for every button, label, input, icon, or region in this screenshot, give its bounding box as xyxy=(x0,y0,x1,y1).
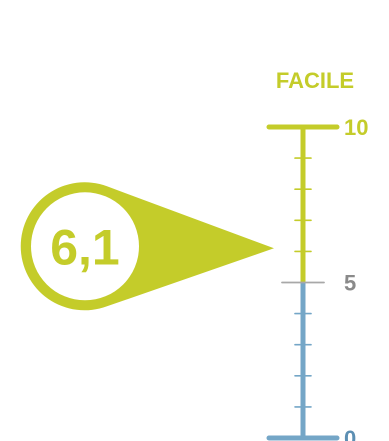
value-label: 6,1 xyxy=(50,219,120,275)
chart-title: FACILE xyxy=(276,68,354,93)
gauge-segment-5-10 xyxy=(300,127,306,283)
gauge-segment-0-5 xyxy=(300,282,306,438)
tick-label-0: 0 xyxy=(344,426,356,441)
value-marker: 6,1 xyxy=(20,182,274,311)
gauge-scale xyxy=(266,124,340,441)
tick-label-5: 5 xyxy=(344,271,356,296)
gauge-tick-labels: 10 5 0 xyxy=(344,115,368,441)
value-marker-inner xyxy=(31,192,139,301)
tick-label-10: 10 xyxy=(344,115,368,140)
